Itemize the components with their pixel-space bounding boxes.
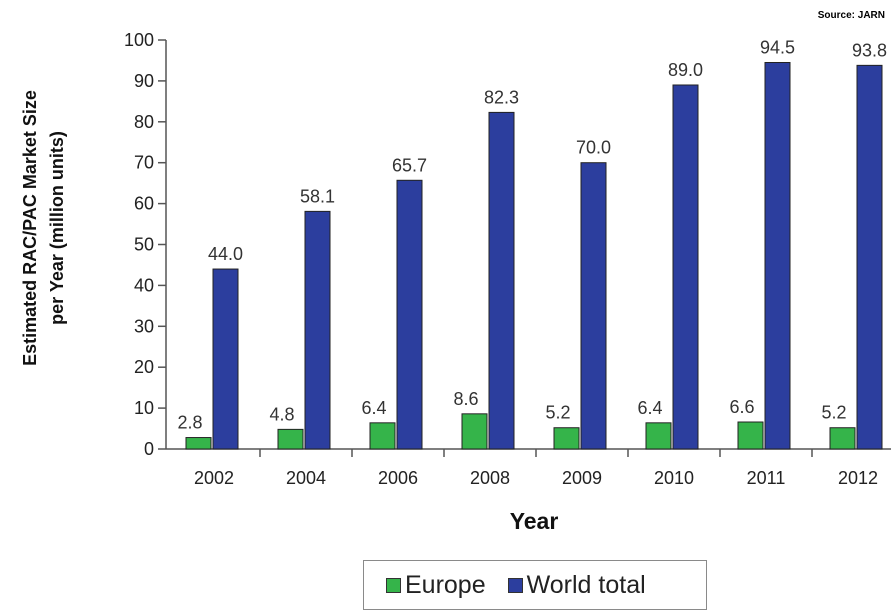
- x-tick-label-2004: 2004: [286, 468, 326, 488]
- bar-world-total-2002: [212, 268, 239, 450]
- bar-europe-2006: [369, 422, 396, 450]
- bar-europe-2009: [553, 427, 580, 450]
- bar-europe-2012: [829, 427, 856, 450]
- data-label-europe-2008: 8.6: [453, 389, 478, 409]
- bar-world-total-2011: [764, 61, 791, 450]
- x-axis: 2002 2004 2006 2008 2009 2010 2011 2012: [166, 448, 891, 488]
- y-tick-label-50: 50: [134, 235, 154, 255]
- bar-world-total-2004: [304, 210, 331, 450]
- data-label-world-total-2009: 70.0: [576, 138, 611, 158]
- data-label-world-total-2011: 94.5: [760, 37, 795, 57]
- y-tick-label-80: 80: [134, 112, 154, 132]
- y-tick-label-0: 0: [144, 439, 154, 459]
- x-tick-label-2006: 2006: [378, 468, 418, 488]
- bar-world-total-2006: [396, 179, 423, 450]
- data-label-world-total-2008: 82.3: [484, 87, 519, 107]
- y-axis-title-line-1: Estimated RAC/PAC Market Size: [20, 90, 40, 366]
- data-labels: 2.8 44.0 4.8 58.1 6.4 65.7 8.6 82.3 5.2 70.0 6.4 89…: [177, 37, 887, 432]
- data-label-europe-2006: 6.4: [361, 398, 386, 418]
- x-tick-label-2012: 2012: [838, 468, 878, 488]
- x-tick-label-2009: 2009: [562, 468, 602, 488]
- y-tick-label-10: 10: [134, 398, 154, 418]
- x-tick-label-2010: 2010: [654, 468, 694, 488]
- data-label-europe-2012: 5.2: [821, 403, 846, 423]
- bar-world-total-2012: [856, 64, 883, 450]
- data-label-world-total-2004: 58.1: [300, 186, 335, 206]
- data-label-europe-2011: 6.6: [729, 397, 754, 417]
- data-label-world-total-2012: 93.8: [852, 40, 887, 60]
- x-tick-label-2011: 2011: [747, 468, 786, 488]
- y-axis: 0 10 20 30 40 50 60 70 80 90 100: [124, 30, 167, 459]
- data-label-europe-2009: 5.2: [545, 403, 570, 423]
- y-axis-title: Estimated RAC/PAC Market Size per Year (m…: [20, 90, 67, 366]
- legend-label-europe: Europe: [405, 570, 486, 599]
- x-tick-label-2002: 2002: [194, 468, 234, 488]
- bar-world-total-2010: [672, 84, 699, 450]
- data-label-europe-2002: 2.8: [177, 413, 202, 433]
- bar-europe-2011: [737, 421, 764, 450]
- y-axis-title-line-2: per Year (million units): [47, 131, 67, 325]
- x-axis-title: Year: [510, 508, 559, 534]
- bar-europe-2004: [277, 428, 304, 450]
- source-note: Source: JARN: [817, 10, 885, 21]
- legend-swatch-europe: [386, 577, 401, 593]
- y-tick-label-100: 100: [124, 30, 154, 50]
- legend-item-world-total: World total: [507, 570, 646, 600]
- bar-world-total-2008: [488, 111, 515, 450]
- x-tick-label-2008: 2008: [470, 468, 510, 488]
- data-label-world-total-2002: 44.0: [208, 244, 243, 264]
- legend-item-europe: Europe: [386, 571, 486, 600]
- y-tick-label-20: 20: [134, 357, 154, 377]
- bar-europe-2010: [645, 422, 672, 450]
- bar-europe-2008: [461, 413, 488, 450]
- y-tick-label-70: 70: [134, 153, 154, 173]
- data-label-europe-2004: 4.8: [269, 404, 294, 424]
- bars: [185, 61, 883, 450]
- y-tick-label-40: 40: [134, 275, 154, 295]
- y-tick-label-60: 60: [134, 194, 154, 214]
- data-label-world-total-2010: 89.0: [668, 60, 703, 80]
- bar-europe-2002: [185, 437, 212, 450]
- legend: Europe World total: [363, 560, 707, 610]
- legend-swatch-world-total: [507, 577, 523, 593]
- data-label-world-total-2006: 65.7: [392, 155, 427, 175]
- y-tick-label-90: 90: [134, 71, 154, 91]
- bar-world-total-2009: [580, 162, 607, 450]
- y-tick-label-30: 30: [134, 316, 154, 336]
- legend-label-world-total: World total: [526, 570, 646, 599]
- data-label-europe-2010: 6.4: [637, 398, 662, 418]
